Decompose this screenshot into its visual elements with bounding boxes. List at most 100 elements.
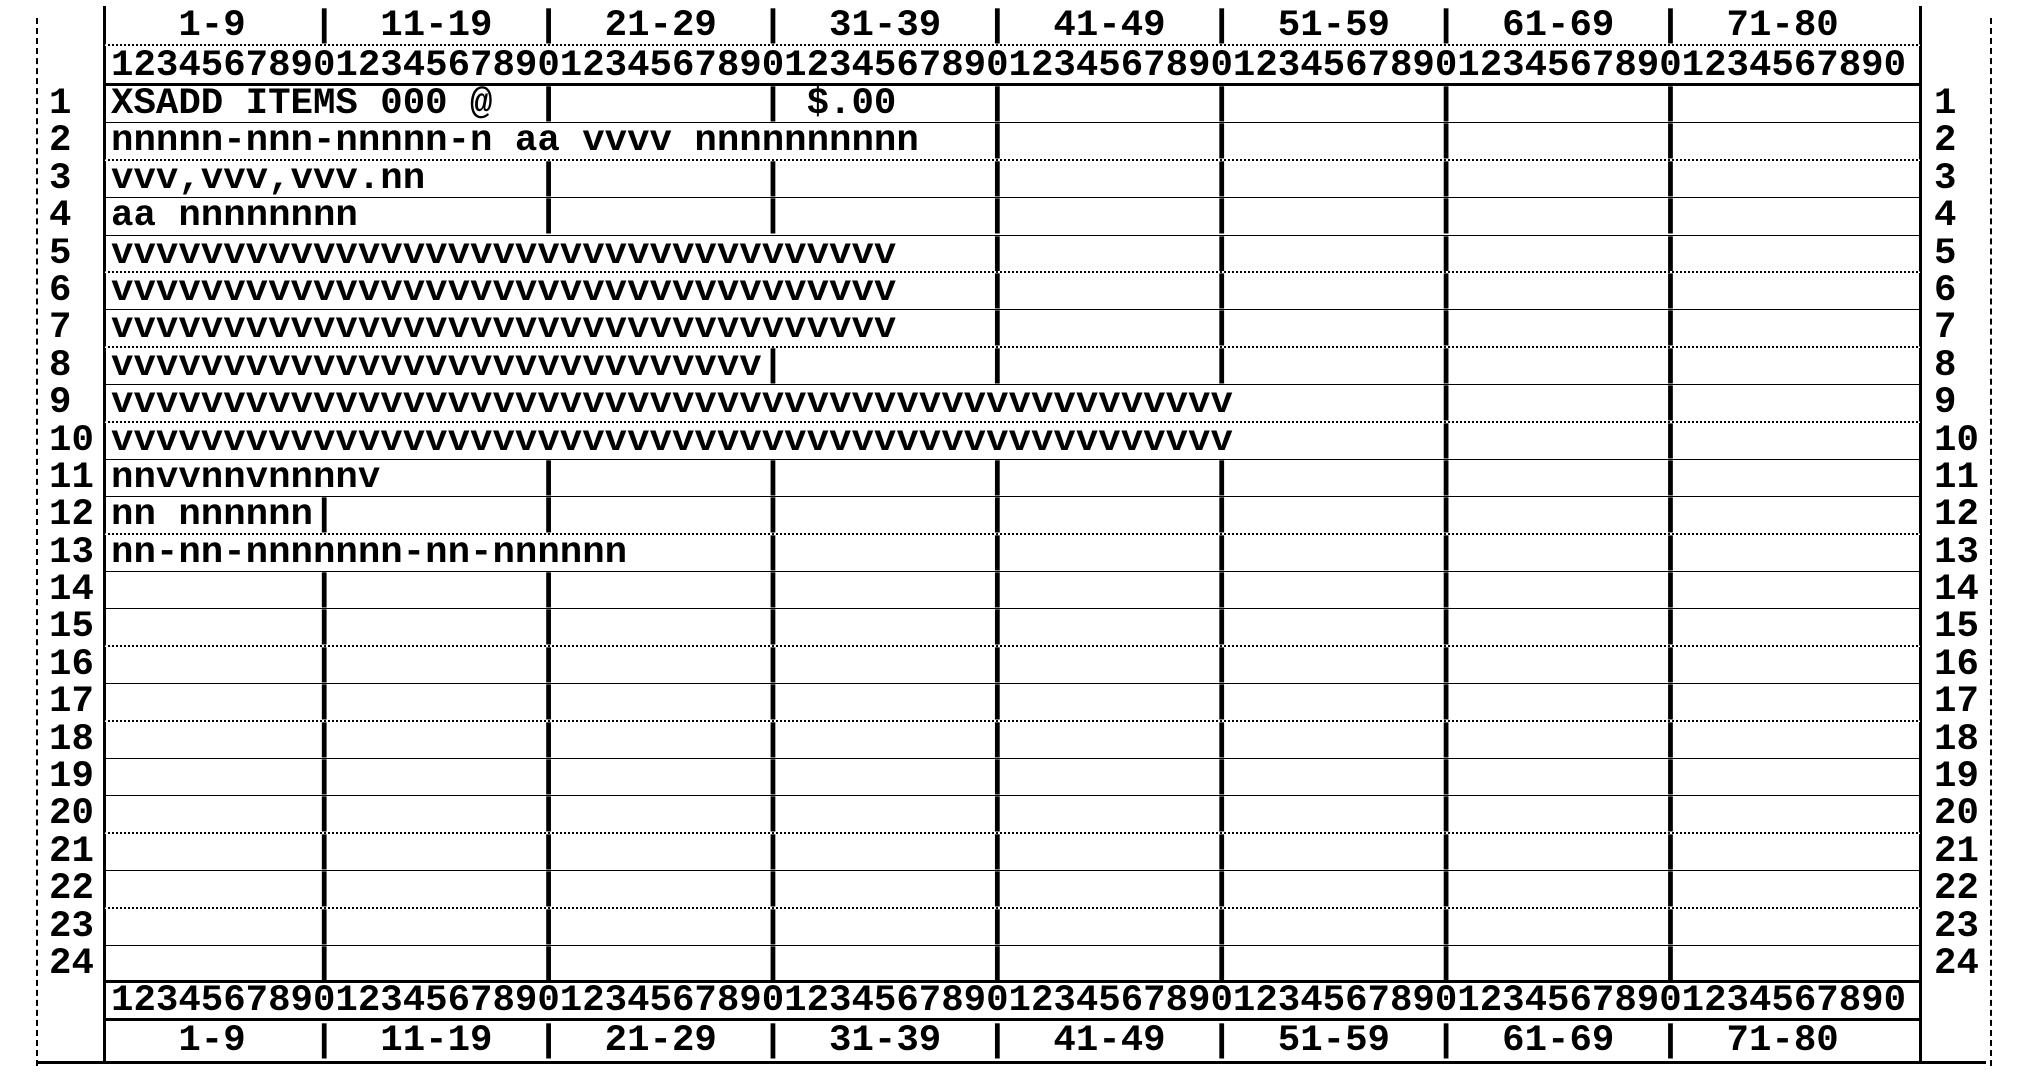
row-number-left: 19 xyxy=(49,759,94,797)
screen-row-content: | | | | | | | xyxy=(103,572,1922,610)
column-ruler-top: 1234567890123456789012345678901234567890… xyxy=(37,46,1986,86)
screen-row: 15 | | | | | | | 15 xyxy=(37,609,1986,647)
row-number-right: 21 xyxy=(1934,833,1979,872)
row-number-right: 16 xyxy=(1934,646,1979,685)
row-number-right: 18 xyxy=(1934,721,1979,760)
row-number-left: 7 xyxy=(49,310,72,348)
screen-row: 18 | | | | | | | 18 xyxy=(37,721,1986,760)
row-number-left: 11 xyxy=(49,459,94,498)
row-number-left: 8 xyxy=(49,347,72,386)
screen-row-content: XSADD ITEMS 000 @ | | $.00 | | | | xyxy=(103,86,1922,124)
screen-row-content: vvvvvvvvvvvvvvvvvvvvvvvvvvvvvvvvvvvvvvvv… xyxy=(103,385,1922,423)
screen-row: 21 | | | | | | | 21 xyxy=(37,833,1986,872)
screen-row: 23 | | | | | | | 23 xyxy=(37,908,1986,946)
screen-row: 17 | | | | | | | 17 xyxy=(37,684,1986,722)
screen-row: 24 | | | | | | | 24 xyxy=(37,945,1986,984)
screen-row-content: vvvvvvvvvvvvvvvvvvvvvvvvvvvvv| | | | | xyxy=(103,347,1922,386)
screen-row-content: vvvvvvvvvvvvvvvvvvvvvvvvvvvvvvvvvvv | | … xyxy=(103,235,1922,273)
screen-row: 10 vvvvvvvvvvvvvvvvvvvvvvvvvvvvvvvvvvvvv… xyxy=(37,422,1986,460)
row-number-left: 2 xyxy=(49,123,72,161)
left-gutter xyxy=(37,1021,103,1061)
screen-row: 22 | | | | | | | 22 xyxy=(37,871,1986,909)
row-number-right: 20 xyxy=(1934,796,1979,834)
row-number-left: 16 xyxy=(49,646,94,685)
row-number-right: 7 xyxy=(1934,310,1957,348)
screen-row-content: nnnnn-nnn-nnnnn-n aa vvvv nnnnnnnnnn | |… xyxy=(103,123,1922,161)
row-number-left: 20 xyxy=(49,796,94,834)
screen-row-content: vvvvvvvvvvvvvvvvvvvvvvvvvvvvvvvvvvv | | … xyxy=(103,310,1922,348)
row-number-right: 10 xyxy=(1934,422,1979,460)
screen-row-content: vvvvvvvvvvvvvvvvvvvvvvvvvvvvvvvvvvv | | … xyxy=(103,272,1922,311)
row-number-right: 24 xyxy=(1934,945,1979,984)
row-number-right: 4 xyxy=(1934,198,1957,236)
row-number-left: 24 xyxy=(49,945,94,984)
outer-left-dashed-border xyxy=(36,18,38,1066)
screen-row-content: aa nnnnnnnn | | | | | | xyxy=(103,198,1922,236)
row-number-left: 6 xyxy=(49,272,72,311)
screen-row: 13 nn-nn-nnnnnnn-nn-nnnnnn | | | | | 13 xyxy=(37,534,1986,573)
screen-layout-form: 1-9 | 11-19 | 21-29 | 31-39 | 41-49 | 51… xyxy=(37,6,1986,1064)
left-gutter xyxy=(37,983,103,1020)
row-number-right: 6 xyxy=(1934,272,1957,311)
row-number-left: 3 xyxy=(49,160,72,199)
screen-row: 1 XSADD ITEMS 000 @ | | $.00 | | | | 1 xyxy=(37,86,1986,124)
row-number-right: 3 xyxy=(1934,160,1957,199)
column-ruler-digits: 1234567890123456789012345678901234567890… xyxy=(103,46,1922,86)
row-number-right: 17 xyxy=(1934,684,1979,722)
row-number-left: 21 xyxy=(49,833,94,872)
row-number-left: 14 xyxy=(49,572,94,610)
screen-row-content: vvv,vvv,vvv.nn | | | | | | xyxy=(103,160,1922,199)
row-number-right: 19 xyxy=(1934,759,1979,797)
screen-row: 3 vvv,vvv,vvv.nn | | | | | | 3 xyxy=(37,160,1986,199)
screen-row: 9 vvvvvvvvvvvvvvvvvvvvvvvvvvvvvvvvvvvvvv… xyxy=(37,385,1986,423)
screen-row-content: | | | | | | | xyxy=(103,833,1922,872)
screen-row-content: | | | | | | | xyxy=(103,721,1922,760)
column-ruler-bottom: 1234567890123456789012345678901234567890… xyxy=(37,983,1986,1021)
screen-row: 4 aa nnnnnnnn | | | | | | 4 xyxy=(37,198,1986,236)
screen-row-content: | | | | | | | xyxy=(103,945,1922,984)
screen-row: 7 vvvvvvvvvvvvvvvvvvvvvvvvvvvvvvvvvvv | … xyxy=(37,310,1986,348)
row-number-left: 5 xyxy=(49,235,72,273)
row-number-right: 22 xyxy=(1934,871,1979,909)
column-ruler-digits: 1234567890123456789012345678901234567890… xyxy=(103,983,1922,1021)
screen-row-content: | | | | | | | xyxy=(103,609,1922,647)
screen-row: 8 vvvvvvvvvvvvvvvvvvvvvvvvvvvvv| | | | |… xyxy=(37,347,1986,386)
screen-row: 5 vvvvvvvvvvvvvvvvvvvvvvvvvvvvvvvvvvv | … xyxy=(37,235,1986,273)
row-number-left: 4 xyxy=(49,198,72,236)
row-number-right: 14 xyxy=(1934,572,1979,610)
row-number-right: 1 xyxy=(1934,86,1957,124)
row-number-right: 8 xyxy=(1934,347,1957,386)
screen-row-content: | | | | | | | xyxy=(103,759,1922,797)
screen-row-content: nnvvnnvnnnnv | | | | | | xyxy=(103,459,1922,498)
row-number-left: 9 xyxy=(49,385,72,423)
row-number-right: 13 xyxy=(1934,534,1979,573)
screen-row: 14 | | | | | | | 14 xyxy=(37,572,1986,610)
row-number-right: 11 xyxy=(1934,459,1979,498)
row-number-right: 2 xyxy=(1934,123,1957,161)
row-number-right: 12 xyxy=(1934,497,1979,535)
screen-row-content: nn nnnnnn| | | | | | | xyxy=(103,497,1922,535)
row-number-right: 5 xyxy=(1934,235,1957,273)
row-number-right: 23 xyxy=(1934,908,1979,946)
column-range-header-top: 1-9 | 11-19 | 21-29 | 31-39 | 41-49 | 51… xyxy=(37,6,1986,46)
screen-row: 16 | | | | | | | 16 xyxy=(37,646,1986,685)
screen-row: 12 nn nnnnnn| | | | | | | 12 xyxy=(37,497,1986,535)
right-gutter xyxy=(1922,46,1986,86)
row-number-left: 17 xyxy=(49,684,94,722)
row-number-left: 15 xyxy=(49,609,94,647)
right-gutter xyxy=(1922,6,1986,46)
screen-rows: 1 XSADD ITEMS 000 @ | | $.00 | | | | 1 2… xyxy=(37,86,1986,984)
right-gutter xyxy=(1922,983,1986,1020)
left-gutter xyxy=(37,6,103,46)
screen-row-content: | | | | | | | xyxy=(103,796,1922,834)
row-number-left: 10 xyxy=(49,422,94,460)
row-number-right: 15 xyxy=(1934,609,1979,647)
column-range-labels: 1-9 | 11-19 | 21-29 | 31-39 | 41-49 | 51… xyxy=(103,6,1922,46)
screen-row: 19 | | | | | | | 19 xyxy=(37,759,1986,797)
screen-row-content: | | | | | | | xyxy=(103,871,1922,909)
outer-right-dashed-border xyxy=(1990,18,1992,1066)
row-number-left: 12 xyxy=(49,497,94,535)
screen-row-content: vvvvvvvvvvvvvvvvvvvvvvvvvvvvvvvvvvvvvvvv… xyxy=(103,422,1922,460)
left-gutter xyxy=(37,46,103,86)
